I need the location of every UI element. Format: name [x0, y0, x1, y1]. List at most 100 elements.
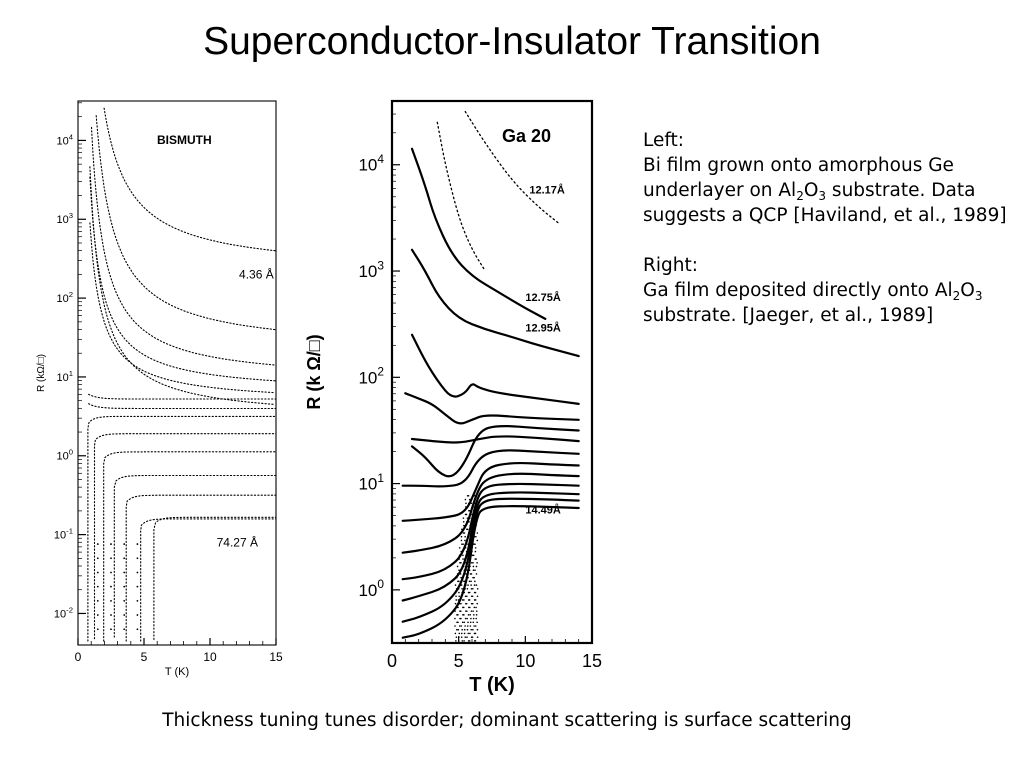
ga-transition-dot: [474, 580, 476, 583]
ga-transition-dot: [467, 554, 469, 557]
bi-series-curve: [89, 176, 276, 382]
ga-transition-dot: [456, 628, 458, 631]
ga-transition-dot: [475, 513, 478, 516]
ga-transition-dot: [457, 599, 460, 601]
ga-transition-dot: [460, 561, 462, 564]
ga-transition-dot: [468, 580, 471, 583]
y-tick-label: 10-2: [54, 605, 73, 620]
bi-dropoff-dot: [110, 585, 112, 588]
ga-transition-dot: [464, 595, 467, 598]
y-tick-label: 103: [56, 211, 73, 226]
bi-dropoff-dot: [136, 585, 139, 588]
ga-transition-dot: [467, 576, 469, 579]
y-tick-exponent: 4: [377, 152, 384, 166]
ga-transition-dot: [455, 588, 458, 590]
y-tick-exponent: 3: [377, 258, 384, 272]
ga-transition-dot: [456, 576, 458, 579]
bi-dropoff-dot: [110, 557, 112, 560]
ga-transition-dot: [458, 625, 461, 627]
ga-transition-dot: [465, 506, 467, 508]
ga-series-curve: [401, 461, 580, 522]
ga-transition-dot: [476, 602, 479, 605]
slide-title: Superconductor-Insulator Transition: [203, 20, 821, 63]
ga-transition-dot: [474, 632, 477, 635]
ga-series-curve: [464, 110, 560, 224]
ga-transition-dot: [460, 632, 463, 635]
ga-transition-dot: [474, 498, 476, 501]
ga-transition-dot: [467, 632, 470, 635]
ga-transition-dot: [468, 498, 471, 501]
ga-transition-dot: [457, 606, 459, 609]
ga-transition-dot: [473, 521, 476, 523]
ga-transition-dot: [465, 539, 468, 542]
ga-transition-dot: [466, 625, 469, 627]
bi-dropoff-dot: [123, 585, 126, 588]
ga-transition-dot: [472, 628, 474, 631]
ga-transition-dot: [471, 539, 474, 542]
ga-series-curve: [404, 392, 580, 425]
ga-transition-dot: [462, 521, 465, 523]
ga-transition-dot: [470, 502, 473, 505]
ga-transition-dot: [476, 588, 479, 590]
ga-transition-dot: [468, 543, 470, 545]
ga-transition-dot: [472, 521, 475, 523]
ga-transition-dot: [469, 558, 471, 560]
ga-transition-dot: [468, 532, 470, 534]
ga-transition-dot: [469, 517, 471, 519]
ga-transition-dot: [458, 632, 461, 635]
ga-transition-dot: [458, 554, 461, 557]
ga-transition-dot: [463, 558, 466, 560]
ga-transition-dot: [476, 539, 479, 542]
ga-transition-dot: [475, 565, 478, 568]
y-tick-exponent: 1: [377, 471, 384, 485]
ga-transition-dot: [464, 498, 467, 501]
ga-transition-dot: [465, 554, 467, 557]
ga-transition-dot: [468, 502, 470, 505]
ga-transition-dot: [460, 595, 463, 598]
ga-transition-dot: [469, 632, 471, 635]
ga-transition-dot: [474, 547, 477, 549]
ga-transition-dot: [457, 621, 459, 624]
y-tick-base: 10: [56, 214, 68, 226]
x-tick-label: 15: [269, 650, 283, 664]
ga-transition-dot: [472, 565, 475, 568]
ga-transition-dot: [466, 506, 469, 508]
ga-transition-dot: [467, 591, 470, 594]
y-tick-exponent: 4: [69, 132, 74, 141]
ga-series-curve: [410, 333, 580, 405]
bi-dropoff-dot: [110, 628, 112, 631]
y-tick-exponent: 2: [69, 290, 73, 299]
y-tick-label: 103: [358, 258, 384, 281]
left-text-1: Bi film grown onto amorphous Ge underlay…: [643, 155, 954, 201]
ga-transition-dot: [460, 625, 463, 627]
bi-series-curve: [125, 494, 277, 642]
ga-transition-dot: [467, 495, 470, 497]
x-tick-label: 0: [75, 650, 82, 664]
bi-series-curve: [90, 126, 276, 366]
ga-transition-dot: [476, 621, 478, 624]
bi-dropoff-dot: [96, 557, 99, 560]
ga-transition-dot: [475, 614, 478, 616]
bi-dropoff-dot: [110, 599, 112, 602]
ga-transition-dot: [465, 550, 468, 553]
ga-transition-dot: [475, 535, 477, 538]
ga-transition-dot: [454, 610, 456, 612]
ga-transition-dot: [458, 558, 460, 560]
bi-dropoff-dot: [110, 614, 112, 616]
bi-dropoff-dot: [96, 543, 99, 545]
ga-transition-dot: [455, 599, 458, 601]
ga-series-curve: [401, 482, 580, 581]
ga-transition-dot: [475, 524, 477, 527]
ga-transition-dot: [454, 632, 457, 635]
left-text-3: substrate. Data suggests a QCP [Haviland…: [643, 180, 1007, 226]
ga-transition-dot: [460, 584, 463, 586]
ga-transition-dot: [454, 602, 457, 605]
ga-transition-dot: [470, 580, 472, 583]
bi-dropoff-dot: [96, 571, 99, 574]
ga-transition-dot: [465, 573, 467, 575]
y-tick-label: 102: [56, 290, 73, 305]
ga-transition-dot: [468, 550, 470, 553]
ga-transition-dot: [467, 614, 470, 616]
ga-transition-dot: [477, 506, 479, 508]
ga-transition-dot: [471, 528, 474, 531]
